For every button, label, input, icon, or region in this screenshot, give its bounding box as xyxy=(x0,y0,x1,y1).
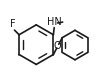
Text: HN: HN xyxy=(47,17,62,27)
Text: O: O xyxy=(54,41,62,51)
Text: F: F xyxy=(10,19,16,29)
